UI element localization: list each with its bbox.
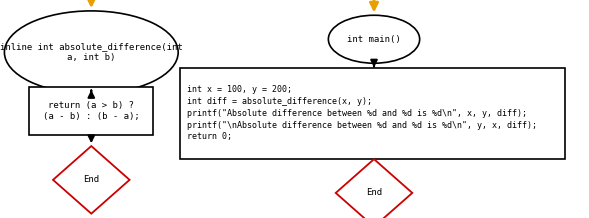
Text: End: End	[366, 188, 382, 198]
Text: int x = 100, y = 200;
int diff = absolute_difference(x, y);
printf("Absolute dif: int x = 100, y = 200; int diff = absolut…	[187, 85, 537, 141]
Text: End: End	[83, 175, 100, 184]
Text: return (a > b) ?
(a - b) : (b - a);: return (a > b) ? (a - b) : (b - a);	[43, 102, 140, 121]
Text: inline int absolute_difference(int
a, int b): inline int absolute_difference(int a, in…	[0, 43, 183, 62]
FancyBboxPatch shape	[29, 87, 153, 135]
Ellipse shape	[5, 11, 178, 94]
Text: int main(): int main()	[347, 35, 401, 44]
FancyBboxPatch shape	[180, 68, 565, 159]
Polygon shape	[336, 159, 412, 218]
Ellipse shape	[329, 15, 419, 63]
Polygon shape	[53, 146, 130, 214]
